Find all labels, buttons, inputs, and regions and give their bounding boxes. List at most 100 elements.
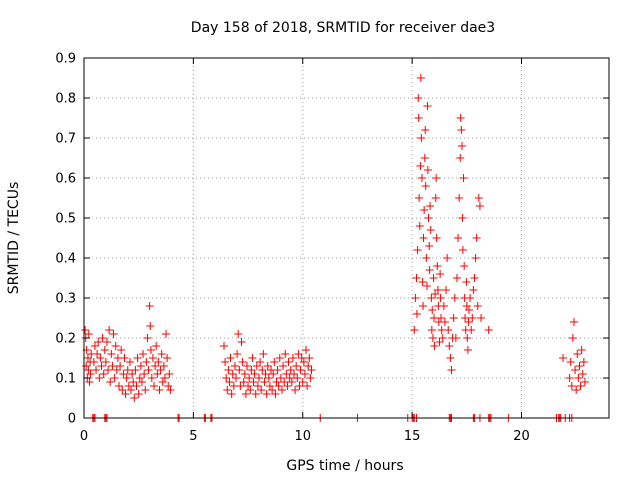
data-point [118,386,127,394]
data-point [462,302,471,310]
data-point [579,358,588,366]
data-point [81,326,90,334]
y-tick-label: 0.1 [55,372,76,387]
data-point [234,330,243,338]
data-point [444,326,453,334]
data-point [283,382,292,390]
data-point [294,350,303,358]
data-point [290,370,298,378]
data-point [124,382,133,390]
data-point [456,114,465,122]
data-point [292,362,301,370]
data-point [281,350,290,358]
data-point [108,362,117,370]
data-point [455,194,464,202]
data-point [436,294,445,302]
data-point [413,246,422,254]
data-point [421,182,430,190]
data-point [559,354,568,362]
data-point [232,374,241,382]
data-point [159,362,168,370]
data-point [120,354,129,362]
data-point [247,366,256,374]
data-point [239,378,248,386]
data-point [300,370,309,378]
data-point [137,378,146,386]
data-point [431,194,440,202]
data-point [458,214,467,222]
data-point [416,74,425,82]
data-point [298,378,307,386]
data-point [123,366,132,374]
data-point [164,382,173,390]
data-point [264,374,273,382]
data-point [424,214,433,222]
data-point [452,274,461,282]
data-point [263,362,272,370]
data-point [271,390,280,398]
data-point [111,342,120,350]
data-point [295,382,304,390]
data-point [432,234,441,242]
data-point [165,370,174,378]
data-point [273,366,282,374]
data-point [467,326,476,334]
data-point [238,358,247,366]
data-point [89,358,98,366]
data-point [228,370,237,378]
data-point [425,242,434,250]
data-point [411,294,420,302]
y-tick-label: 0.2 [55,332,76,347]
y-axis-label: SRMTID / TECUs [6,182,22,295]
data-point [241,390,250,398]
data-point [240,370,249,378]
data-point [416,162,425,170]
data-point [117,346,126,354]
data-point [248,354,257,362]
data-point [160,374,169,382]
data-point [272,378,281,386]
data-point [140,370,149,378]
data-point [437,314,445,322]
data-point [456,154,465,162]
data-point [276,374,285,382]
data-point [125,358,134,366]
data-point [275,354,284,362]
data-point [244,382,253,390]
data-point [222,374,231,382]
data-point [233,350,242,358]
data-point [450,294,459,302]
data-point [415,222,424,230]
data-point [82,362,91,370]
data-point [157,350,166,358]
data-point [84,366,93,374]
data-point [415,194,424,202]
y-tick-label: 0.6 [55,172,76,187]
x-tick-label: 0 [80,429,88,444]
data-point [130,394,139,402]
data-point [432,174,441,182]
data-point [417,174,426,182]
data-point [144,366,153,374]
data-point [274,382,283,390]
data-point [237,338,246,346]
data-point [282,370,291,378]
data-point [570,318,578,326]
data-point [468,314,477,322]
data-point [141,386,150,394]
data-point [259,350,268,358]
data-point [277,386,286,394]
data-point [421,126,430,134]
data-point [151,362,160,370]
data-point [427,326,436,334]
data-point [469,286,478,294]
data-point [223,386,232,394]
data-point [162,330,171,338]
data-point [84,330,93,338]
data-point [148,354,157,362]
data-point [253,382,262,390]
data-point [420,206,429,214]
data-point [470,274,479,282]
data-point [435,338,444,346]
